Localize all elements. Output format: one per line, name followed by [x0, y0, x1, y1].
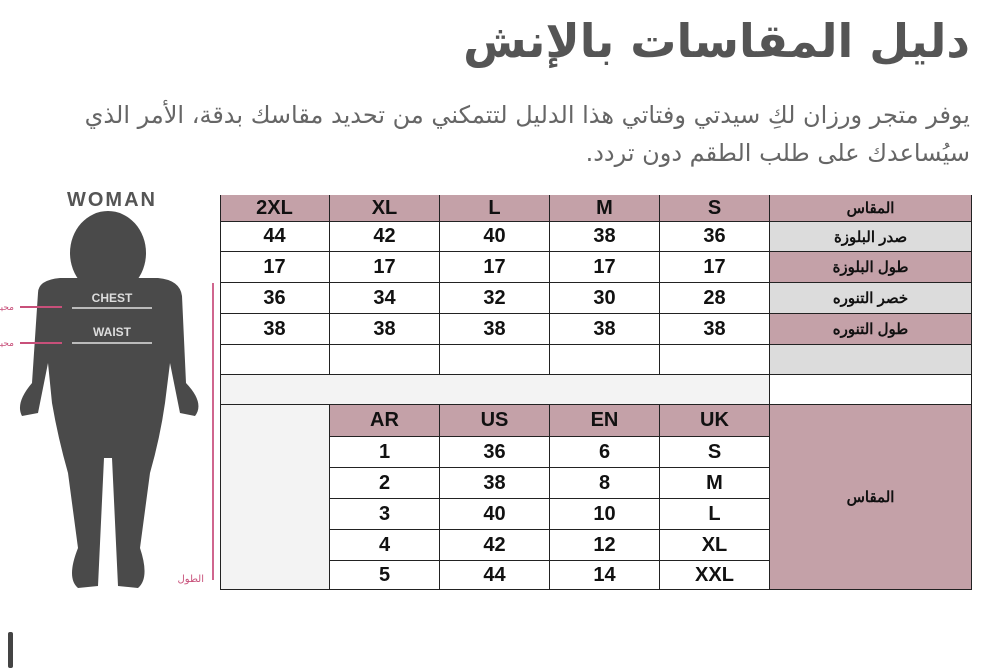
row-label: صدر البلوزة — [770, 222, 972, 252]
waist-label: WAIST — [93, 325, 132, 339]
size-header: XL — [330, 195, 440, 222]
size-value: 30 — [550, 283, 660, 314]
conversion-value: XXL — [660, 561, 770, 590]
size-value: 17 — [660, 252, 770, 283]
conversion-label: المقاس — [770, 405, 972, 590]
size-header: L — [440, 195, 550, 222]
conversion-value: 3 — [330, 499, 440, 530]
size-value: 17 — [550, 252, 660, 283]
conversion-header: EN — [550, 405, 660, 437]
conversion-value: 5 — [330, 561, 440, 590]
conversion-value: 14 — [550, 561, 660, 590]
size-value: 38 — [550, 222, 660, 252]
row-label: طول التنوره — [770, 314, 972, 345]
waist-side-label: محيط — [0, 339, 14, 349]
size-header: 2XL — [220, 195, 330, 222]
size-value: 36 — [220, 283, 330, 314]
conversion-value: M — [660, 468, 770, 499]
table-border — [220, 195, 221, 590]
length-label: الطول — [178, 574, 204, 585]
woman-figure: WOMAN CHEST WAIST محيط محيط الطول — [0, 188, 222, 598]
conversion-value: 42 — [440, 530, 550, 561]
row-label: خصر التنوره — [770, 283, 972, 314]
page-description: يوفر متجر ورزان لكِ سيدتي وفتاتي هذا الد… — [84, 101, 970, 167]
empty-cell — [550, 345, 660, 375]
empty-cell — [440, 345, 550, 375]
conversion-header: AR — [330, 405, 440, 437]
text-cursor — [8, 632, 13, 668]
chest-label: CHEST — [92, 291, 133, 305]
empty-label-cell — [770, 345, 972, 375]
size-value: 36 — [660, 222, 770, 252]
conversion-value: 10 — [550, 499, 660, 530]
size-value: 17 — [440, 252, 550, 283]
size-value: 38 — [330, 314, 440, 345]
size-value: 40 — [440, 222, 550, 252]
page-title: دليل المقاسات بالإنش — [463, 14, 970, 68]
size-value: 44 — [220, 222, 330, 252]
chest-side-label: محيط — [0, 303, 14, 313]
conversion-header: US — [440, 405, 550, 437]
figure-heading: WOMAN — [67, 189, 157, 211]
size-header: S — [660, 195, 770, 222]
size-value: 17 — [330, 252, 440, 283]
conversion-value: 4 — [330, 530, 440, 561]
silhouette-icon — [19, 211, 199, 588]
conversion-header: UK — [660, 405, 770, 437]
empty-cell — [220, 345, 330, 375]
size-value: 38 — [440, 314, 550, 345]
row-label: طول البلوزة — [770, 252, 972, 283]
conversion-value: 2 — [330, 468, 440, 499]
size-value: 32 — [440, 283, 550, 314]
empty-side-cell — [220, 405, 330, 590]
size-value: 34 — [330, 283, 440, 314]
size-value: 38 — [220, 314, 330, 345]
conversion-value: 8 — [550, 468, 660, 499]
empty-cell — [330, 345, 440, 375]
conversion-value: 44 — [440, 561, 550, 590]
conversion-value: 12 — [550, 530, 660, 561]
size-header: M — [550, 195, 660, 222]
conversion-value: 38 — [440, 468, 550, 499]
conversion-value: 36 — [440, 437, 550, 468]
size-value: 28 — [660, 283, 770, 314]
size-corner-header: المقاس — [770, 195, 972, 222]
spacer-row — [770, 375, 972, 405]
size-value: 38 — [660, 314, 770, 345]
conversion-value: S — [660, 437, 770, 468]
spacer-row — [220, 375, 770, 405]
conversion-value: XL — [660, 530, 770, 561]
conversion-value: 40 — [440, 499, 550, 530]
conversion-value: L — [660, 499, 770, 530]
conversion-value: 6 — [550, 437, 660, 468]
size-value: 42 — [330, 222, 440, 252]
size-value: 38 — [550, 314, 660, 345]
conversion-value: 1 — [330, 437, 440, 468]
size-value: 17 — [220, 252, 330, 283]
empty-cell — [660, 345, 770, 375]
